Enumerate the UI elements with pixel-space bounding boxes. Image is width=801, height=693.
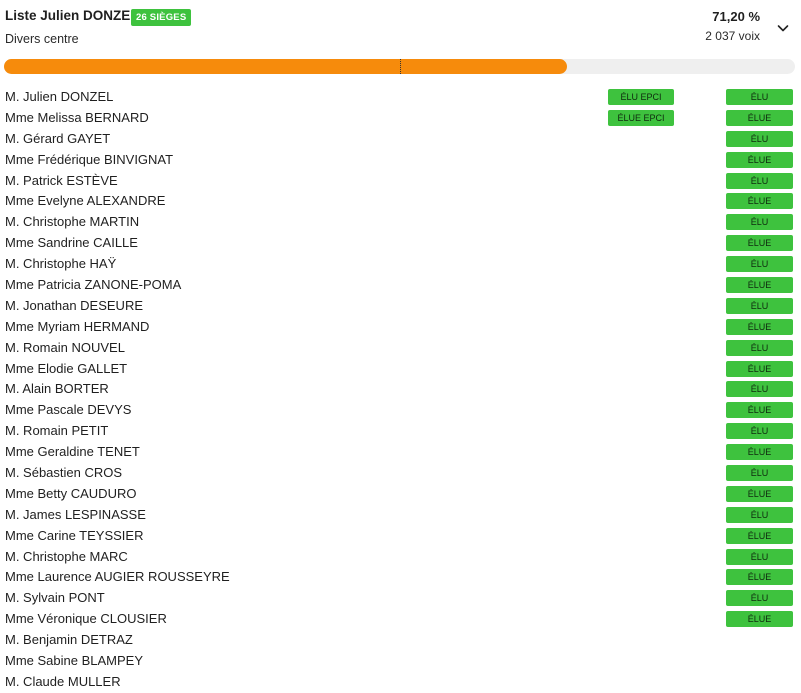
- elected-badge: ÉLU: [726, 89, 793, 105]
- candidate-row: Mme Sabine BLAMPEY: [0, 651, 801, 672]
- candidate-row: M. Gérard GAYET ÉLU: [0, 129, 801, 150]
- candidate-row: Mme Frédérique BINVIGNAT ÉLUE: [0, 150, 801, 171]
- candidate-name: Mme Myriam HERMAND: [5, 318, 150, 334]
- candidate-row: Mme Laurence AUGIER ROUSSEYRE ÉLUE: [0, 567, 801, 588]
- elected-badge: ÉLUE: [726, 485, 793, 502]
- candidate-name: Mme Sandrine CAILLE: [5, 235, 138, 251]
- elected-badge: ÉLUE: [726, 527, 793, 544]
- candidate-row: M. Romain NOUVEL ÉLU: [0, 338, 801, 359]
- candidate-row: Mme Geraldine TENET ÉLUE: [0, 442, 801, 463]
- candidate-name: M. Christophe MARC: [5, 548, 128, 564]
- elected-badge: ÉLU: [726, 423, 793, 440]
- candidate-name: Mme Melissa BERNARD: [5, 109, 149, 125]
- list-political-group: Divers centre: [5, 32, 79, 46]
- chevron-down-icon[interactable]: [775, 20, 791, 36]
- vote-progress-fill: [4, 59, 568, 74]
- candidate-name: M. James LESPINASSE: [5, 506, 146, 522]
- candidate-row: M. Patrick ESTÈVE ÉLU: [0, 171, 801, 192]
- vote-count: 2 037 voix: [705, 29, 760, 43]
- candidate-name: M. Christophe HAŸ: [5, 256, 117, 272]
- candidate-row: M. Benjamin DETRAZ: [0, 630, 801, 651]
- seats-badge: 26 SIÈGES: [131, 9, 192, 26]
- elected-badge: ÉLUE: [726, 318, 793, 335]
- candidate-name: Mme Elodie GALLET: [5, 360, 128, 376]
- elected-badge: ÉLUE: [726, 109, 793, 126]
- elected-badge: ÉLU: [726, 172, 793, 189]
- candidate-name: Mme Frédérique BINVIGNAT: [5, 151, 174, 167]
- elected-badge: ÉLU: [726, 339, 793, 356]
- elected-badge: ÉLU: [726, 548, 793, 565]
- candidate-row: M. Jonathan DESEURE ÉLU: [0, 296, 801, 317]
- elected-badge: ÉLUE: [726, 569, 793, 586]
- candidate-row: M. Julien DONZEL ÉLU EPCI ÉLU: [0, 87, 801, 108]
- elected-badge: ÉLU: [726, 465, 793, 482]
- candidate-name: M. Julien DONZEL: [5, 89, 114, 104]
- candidate-list: M. Julien DONZEL ÉLU EPCI ÉLU Mme Melissa B…: [0, 87, 801, 693]
- elected-badge: ÉLU: [726, 256, 793, 273]
- candidate-row: M. Christophe MARTIN ÉLU: [0, 212, 801, 233]
- elected-badge: ÉLUE: [726, 151, 793, 168]
- epci-badge: ÉLU EPCI: [608, 89, 674, 105]
- list-title: Liste Julien DONZEL: [5, 8, 139, 23]
- candidate-name: Mme Véronique CLOUSIER: [5, 611, 167, 627]
- candidate-name: M. Romain NOUVEL: [5, 339, 125, 355]
- candidate-row: M. Alain BORTER ÉLU: [0, 379, 801, 400]
- candidate-name: Mme Patricia ZANONE-POMA: [5, 277, 182, 293]
- candidate-row: M. Sylvain PONT ÉLU: [0, 588, 801, 609]
- candidate-name: M. Romain PETIT: [5, 423, 109, 439]
- candidate-name: Mme Geraldine TENET: [5, 444, 140, 460]
- candidate-name: M. Alain BORTER: [5, 381, 109, 397]
- candidate-row: Mme Betty CAUDURO ÉLUE: [0, 484, 801, 505]
- candidate-row: Mme Carine TEYSSIER ÉLUE: [0, 526, 801, 547]
- candidate-name: Mme Carine TEYSSIER: [5, 527, 144, 543]
- candidate-row: Mme Elodie GALLET ÉLUE: [0, 359, 801, 380]
- elected-badge: ÉLU: [726, 590, 793, 607]
- elected-badge: ÉLUE: [726, 360, 793, 377]
- candidate-name: M. Jonathan DESEURE: [5, 297, 144, 313]
- elected-badge: ÉLUE: [726, 235, 793, 252]
- candidate-row: Mme Patricia ZANONE-POMA ÉLUE: [0, 275, 801, 296]
- elected-badge: ÉLUE: [726, 402, 793, 419]
- candidate-name: Mme Laurence AUGIER ROUSSEYRE: [5, 569, 230, 585]
- elected-badge: ÉLU: [726, 130, 793, 147]
- candidate-row: M. Christophe MARC ÉLU: [0, 547, 801, 568]
- elected-badge: ÉLU: [726, 214, 793, 231]
- candidate-name: Mme Pascale DEVYS: [5, 402, 132, 418]
- candidate-name: M. Benjamin DETRAZ: [5, 632, 133, 648]
- candidate-row: Mme Myriam HERMAND ÉLUE: [0, 317, 801, 338]
- epci-badge: ÉLUE EPCI: [608, 109, 674, 126]
- candidate-name: Mme Evelyne ALEXANDRE: [5, 193, 166, 209]
- candidate-name: M. Sylvain PONT: [5, 590, 105, 606]
- elected-badge: ÉLUE: [726, 277, 793, 294]
- candidate-row: Mme Pascale DEVYS ÉLUE: [0, 400, 801, 421]
- majority-marker: [399, 59, 401, 74]
- candidate-row: M. Christophe HAŸ ÉLU: [0, 254, 801, 275]
- vote-progress-bar: [4, 59, 795, 74]
- candidate-name: M. Gérard GAYET: [5, 130, 111, 146]
- candidate-name: Mme Sabine BLAMPEY: [5, 653, 144, 669]
- candidate-row: M. Claude MULLER: [0, 672, 801, 693]
- candidate-row: M. Sébastien CROS ÉLU: [0, 463, 801, 484]
- candidate-name: M. Sébastien CROS: [5, 465, 123, 481]
- candidate-name: M. Patrick ESTÈVE: [5, 172, 118, 188]
- elected-badge: ÉLU: [726, 381, 793, 398]
- elected-badge: ÉLUE: [726, 444, 793, 461]
- candidate-row: M. James LESPINASSE ÉLU: [0, 505, 801, 526]
- candidate-name: M. Christophe MARTIN: [5, 214, 140, 230]
- elected-badge: ÉLU: [726, 297, 793, 314]
- candidate-row: Mme Evelyne ALEXANDRE ÉLUE: [0, 191, 801, 212]
- list-header[interactable]: Liste Julien DONZEL 26 SIÈGES Divers cen…: [5, 6, 791, 52]
- candidate-row: Mme Sandrine CAILLE ÉLUE: [0, 233, 801, 254]
- candidate-name: Mme Betty CAUDURO: [5, 485, 137, 501]
- elected-badge: ÉLUE: [726, 193, 793, 210]
- vote-percentage: 71,20 %: [712, 9, 760, 24]
- candidate-name: M. Claude MULLER: [5, 673, 121, 689]
- candidate-row: Mme Véronique CLOUSIER ÉLUE: [0, 609, 801, 630]
- elected-badge: ÉLUE: [726, 611, 793, 628]
- elected-badge: ÉLU: [726, 506, 793, 523]
- candidate-row: M. Romain PETIT ÉLU: [0, 421, 801, 442]
- candidate-row: Mme Melissa BERNARD ÉLUE EPCI ÉLUE: [0, 108, 801, 129]
